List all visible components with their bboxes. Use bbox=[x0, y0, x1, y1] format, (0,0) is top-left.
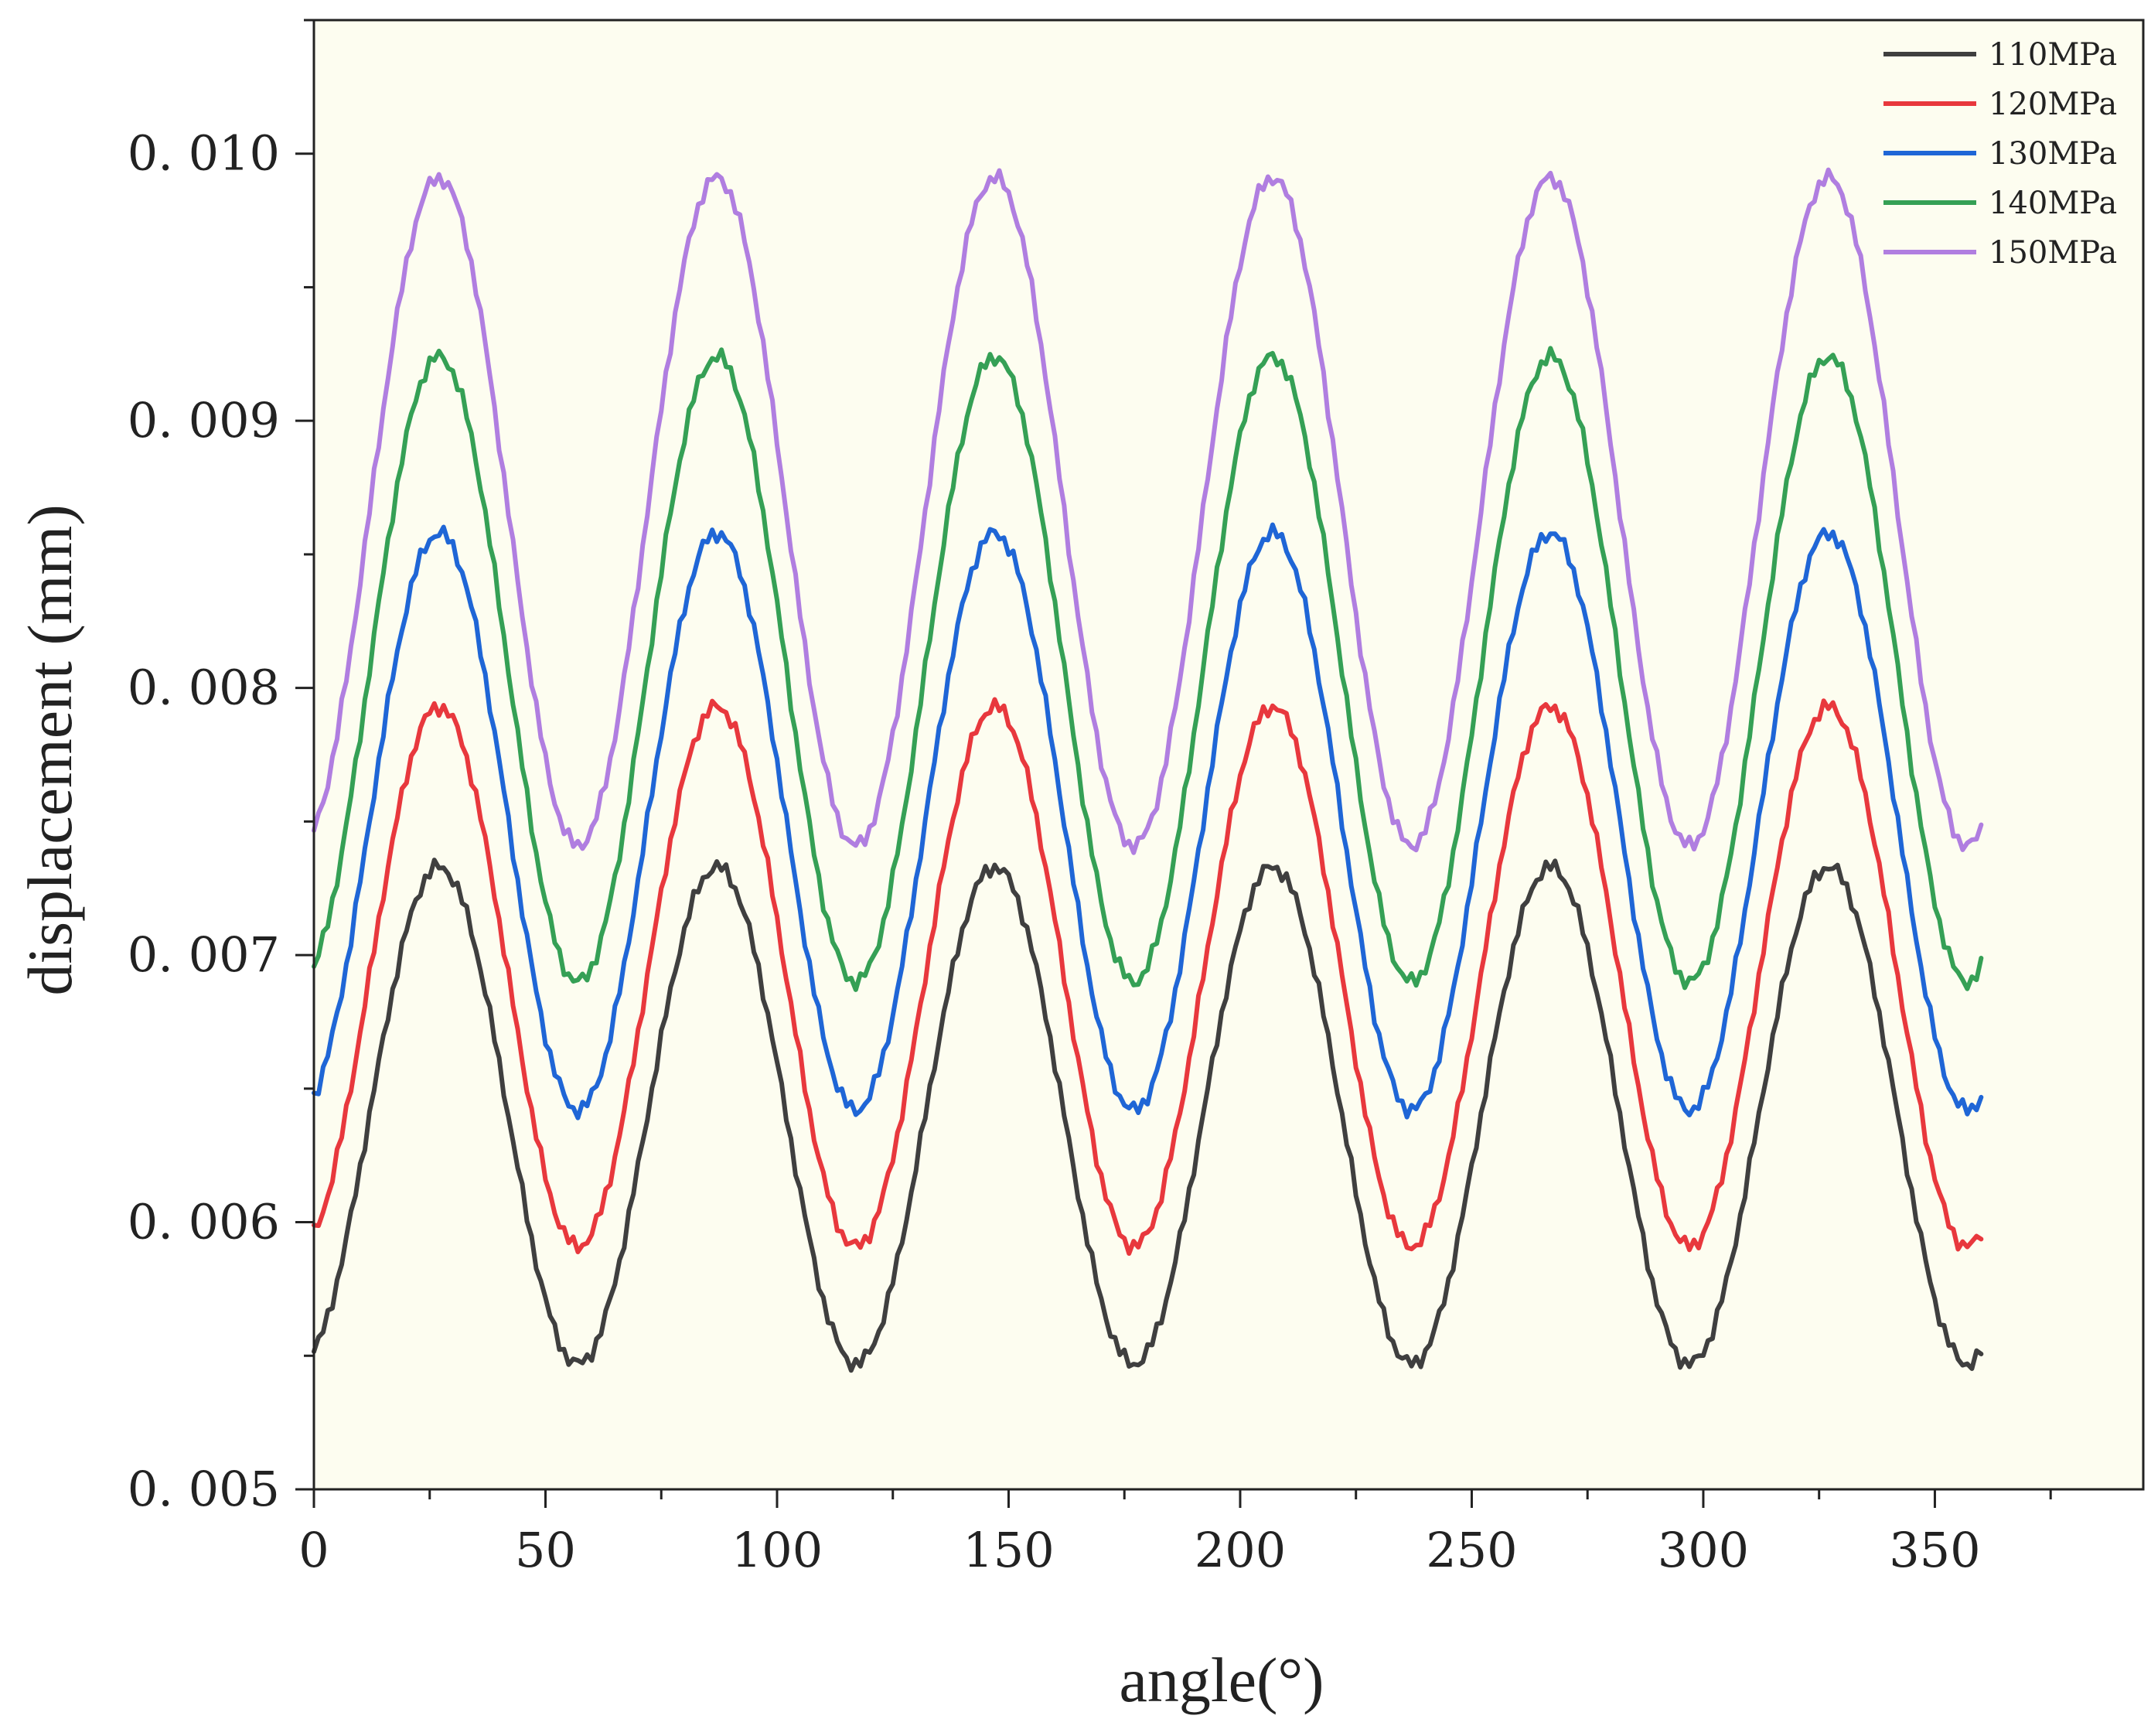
plot-frame bbox=[312, 19, 2145, 1491]
y-tick-label: 0. 009 bbox=[128, 392, 280, 448]
legend-label: 110MPa bbox=[1989, 37, 2117, 73]
y-tick-label: 0. 007 bbox=[128, 926, 280, 983]
x-tick-label: 350 bbox=[1889, 1522, 1980, 1578]
y-tick-label: 0. 005 bbox=[128, 1461, 280, 1517]
y-axis: 0. 005 0. 006 0. 007 0. 008 0. 009 0. 010 bbox=[128, 19, 314, 1517]
y-tick-label: 0. 006 bbox=[128, 1194, 280, 1250]
y-tick-label: 0. 008 bbox=[128, 660, 280, 716]
x-tick-label: 50 bbox=[515, 1522, 576, 1578]
legend-label: 140MPa bbox=[1989, 186, 2117, 221]
series-line-110MPa bbox=[312, 858, 1984, 1373]
legend-label: 150MPa bbox=[1989, 235, 2117, 271]
plot-background bbox=[314, 20, 2143, 1489]
legend: 110MPa 120MPa 130MPa 140MPa 150MPa bbox=[1883, 37, 2117, 271]
series-line-140MPa bbox=[312, 346, 1984, 992]
y-tick-label: 0. 010 bbox=[128, 125, 280, 182]
legend-label: 120MPa bbox=[1989, 87, 2117, 122]
x-tick-label: 0 bbox=[298, 1522, 329, 1578]
x-axis-title: angle(°) bbox=[1120, 1645, 1324, 1715]
x-tick-label: 200 bbox=[1195, 1522, 1286, 1578]
x-axis: 0 50 100 150 200 250 300 350 bbox=[298, 1489, 2052, 1578]
series-line-120MPa bbox=[312, 697, 1984, 1257]
x-tick-label: 100 bbox=[731, 1522, 823, 1578]
x-tick-label: 250 bbox=[1426, 1522, 1517, 1578]
legend-label: 130MPa bbox=[1989, 136, 2117, 172]
series-line-130MPa bbox=[312, 522, 1984, 1120]
y-axis-title: displacement (mm) bbox=[15, 504, 85, 995]
series-layer bbox=[312, 167, 1984, 1373]
series-line-150MPa bbox=[312, 167, 1984, 855]
x-tick-label: 150 bbox=[963, 1522, 1054, 1578]
x-tick-label: 300 bbox=[1658, 1522, 1749, 1578]
